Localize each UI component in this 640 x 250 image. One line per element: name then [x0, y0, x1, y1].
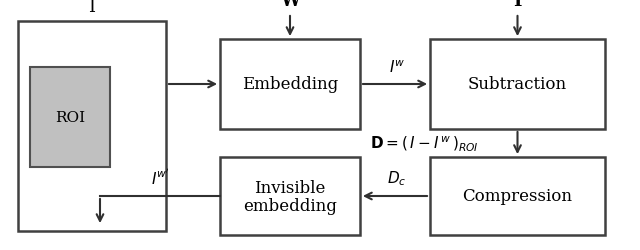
Text: W: W: [280, 0, 300, 10]
Text: ROI: ROI: [55, 110, 85, 124]
Text: $\mathit{D}_c$: $\mathit{D}_c$: [387, 169, 407, 187]
Text: I: I: [513, 0, 522, 10]
Text: I: I: [88, 0, 95, 16]
Text: Invisible: Invisible: [254, 180, 326, 197]
Text: embedding: embedding: [243, 198, 337, 215]
Bar: [30, 68, 110, 167]
Text: $\mathit{I}^w$: $\mathit{I}^w$: [389, 59, 405, 76]
Text: $\mathit{I}^{w'}$: $\mathit{I}^{w'}$: [150, 168, 170, 187]
Text: Embedding: Embedding: [242, 76, 338, 93]
Bar: [430, 157, 605, 235]
Bar: [220, 157, 360, 235]
Text: $\mathbf{D}=(\,\mathit{I}-\mathit{I}^{\,w}\,)_{\mathit{ROI}}$: $\mathbf{D}=(\,\mathit{I}-\mathit{I}^{\,…: [370, 134, 479, 153]
Bar: [220, 40, 360, 130]
Text: Subtraction: Subtraction: [468, 76, 567, 93]
Text: Compression: Compression: [463, 188, 573, 205]
Bar: [18, 22, 166, 231]
Bar: [430, 40, 605, 130]
